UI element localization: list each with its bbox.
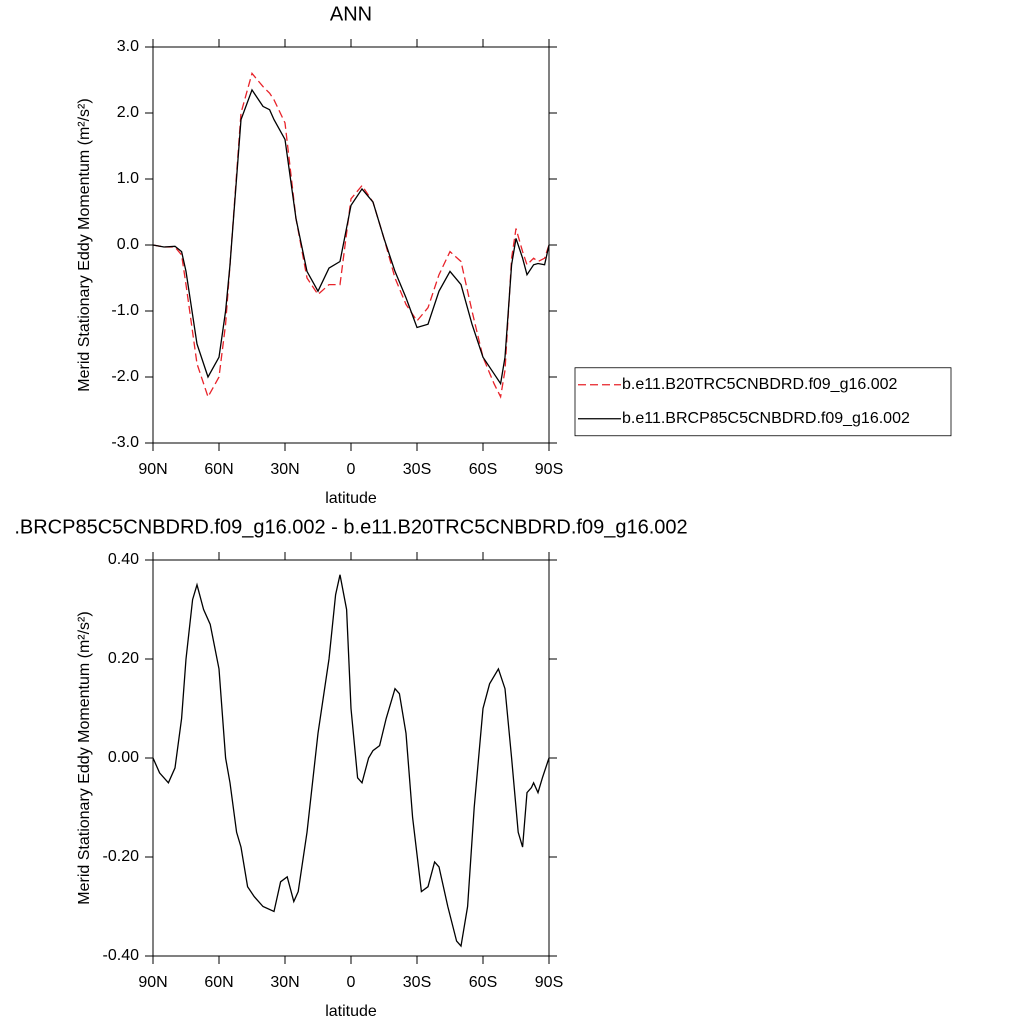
x-tick-label: 60S (469, 461, 497, 478)
x-tick-label: 60N (204, 461, 233, 478)
data-line (152, 88, 550, 386)
y-tick-label: 0.0 (117, 236, 139, 253)
y-axis-label: Merid Stationary Eddy Momentum (m²/s²) (76, 98, 93, 391)
x-tick-label: 0 (347, 974, 356, 991)
x-axis-label: latitude (325, 490, 377, 507)
y-tick-label: 1.0 (117, 170, 139, 187)
chart-title: ANN (330, 3, 372, 25)
y-tick-label: 2.0 (117, 104, 139, 121)
x-tick-label: 30S (403, 461, 431, 478)
x-tick-label: 90S (535, 974, 563, 991)
y-tick-label: -2.0 (111, 368, 139, 385)
x-tick-label: 30N (270, 974, 299, 991)
y-tick-label: -3.0 (111, 434, 139, 451)
x-tick-label: 60S (469, 974, 497, 991)
plot-frame (152, 559, 550, 957)
x-tick-label: 0 (347, 461, 356, 478)
data-line (152, 574, 550, 948)
x-tick-label: 30N (270, 461, 299, 478)
legend-label: b.e11.BRCP85C5CNBDRD.f09_g16.002 (622, 410, 910, 427)
x-tick-label: 60N (204, 974, 233, 991)
plot-frame (152, 46, 550, 444)
y-tick-label: -1.0 (111, 302, 139, 319)
y-tick-label: 3.0 (117, 38, 139, 55)
x-axis-label: latitude (325, 1003, 377, 1020)
y-tick-label: 0.40 (108, 551, 139, 568)
x-tick-label: 30S (403, 974, 431, 991)
y-axis-label: Merid Stationary Eddy Momentum (m²/s²) (76, 611, 93, 904)
y-tick-label: 0.00 (108, 749, 139, 766)
y-tick-label: -0.40 (103, 947, 140, 964)
legend-box (574, 367, 952, 437)
x-tick-label: 90N (138, 974, 167, 991)
legend-label: b.e11.B20TRC5CNBDRD.f09_g16.002 (622, 376, 898, 393)
x-tick-label: 90N (138, 461, 167, 478)
x-tick-label: 90S (535, 461, 563, 478)
data-line (152, 72, 550, 399)
y-tick-label: 0.20 (108, 650, 139, 667)
y-tick-label: -0.20 (103, 848, 140, 865)
chart-title: .BRCP85C5CNBDRD.f09_g16.002 - b.e11.B20T… (14, 516, 687, 538)
